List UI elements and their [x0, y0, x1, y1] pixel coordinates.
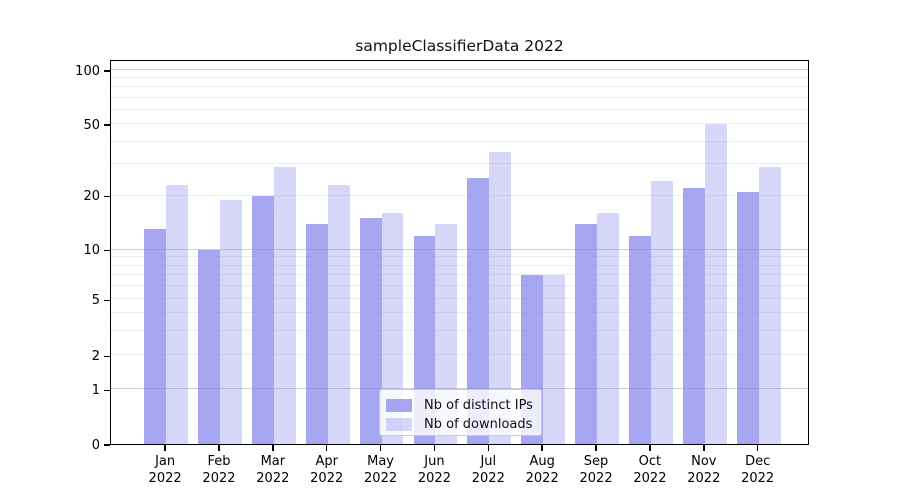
gridline-minor-30: [111, 163, 808, 164]
legend: Nb of distinct IPs Nb of downloads: [379, 389, 542, 436]
gridline-minor-90: [111, 77, 808, 79]
gridline-minor-9: [111, 256, 808, 258]
y-tick-mark-100: [104, 70, 110, 72]
bar-nov-distinct-ips: [682, 188, 705, 444]
bar-oct-downloads: [650, 181, 673, 444]
bar-mar-downloads: [273, 166, 296, 444]
bar-may-distinct-ips: [359, 218, 382, 444]
y-tick-label-10: 10: [83, 243, 100, 259]
x-tick-label-dec: Dec 2022: [741, 454, 775, 486]
gridline-minor-7: [111, 274, 808, 276]
gridline-minor-6: [111, 285, 808, 287]
legend-label-distinct-ips: Nb of distinct IPs: [424, 397, 533, 413]
legend-swatch-downloads: [386, 417, 412, 431]
gridline-minor-5: [111, 298, 808, 300]
x-tick-mark-jan: [164, 445, 166, 451]
legend-label-downloads: Nb of downloads: [424, 416, 533, 432]
bar-may-downloads: [381, 213, 404, 444]
bar-dec-downloads: [758, 166, 781, 444]
gridline-minor-50: [111, 123, 808, 125]
gridline-minor-80: [111, 86, 808, 88]
y-tick-label-1: 1: [91, 382, 100, 398]
bar-jan-distinct-ips: [144, 229, 167, 444]
y-tick-mark-2: [104, 355, 110, 358]
bar-jul-downloads: [489, 151, 512, 444]
x-tick-mark-oct: [649, 445, 651, 451]
bar-apr-distinct-ips: [305, 223, 328, 444]
gridline-minor-60: [111, 108, 808, 110]
legend-item-distinct-ips: Nb of distinct IPs: [386, 397, 541, 413]
bar-jun-downloads: [435, 223, 458, 444]
plot-area: Nb of distinct IPs Nb of downloads: [110, 60, 809, 445]
x-tick-label-may: May 2022: [364, 454, 398, 486]
x-tick-mark-mar: [272, 445, 274, 451]
x-tick-mark-dec: [756, 445, 759, 451]
y-tick-mark-50: [104, 124, 110, 126]
x-tick-label-aug: Aug 2022: [525, 454, 559, 486]
bar-mar-distinct-ips: [251, 195, 274, 444]
y-tick-label-0: 0: [91, 437, 100, 453]
gridline-minor-70: [111, 96, 808, 98]
bar-dec-distinct-ips: [736, 191, 759, 444]
gridline-minor-20: [111, 194, 808, 196]
x-tick-mark-jul: [487, 445, 490, 451]
bar-jul-distinct-ips: [467, 178, 490, 444]
y-tick-mark-1: [104, 389, 110, 392]
x-tick-mark-feb: [218, 445, 220, 451]
legend-swatch-distinct-ips: [386, 398, 412, 412]
x-tick-label-feb: Feb 2022: [202, 454, 236, 486]
x-tick-mark-may: [379, 445, 382, 451]
bar-sep-downloads: [597, 213, 619, 444]
y-tick-mark-5: [104, 299, 110, 302]
bar-oct-distinct-ips: [629, 235, 651, 444]
y-tick-mark-0: [104, 444, 110, 446]
gridline-major-10: [111, 248, 808, 250]
chart-title: sampleClassifierData 2022: [355, 37, 564, 55]
gridline-minor-3: [111, 329, 808, 331]
x-tick-mark-aug: [541, 445, 543, 451]
bar-feb-distinct-ips: [198, 249, 220, 444]
gridline-major-100: [111, 69, 808, 71]
x-tick-label-oct: Oct 2022: [633, 454, 667, 486]
y-tick-label-20: 20: [83, 189, 100, 205]
y-tick-label-50: 50: [83, 117, 100, 133]
gridline-major-1: [111, 388, 808, 390]
y-tick-label-100: 100: [75, 63, 100, 79]
y-tick-label-2: 2: [91, 348, 100, 364]
x-tick-label-mar: Mar 2022: [256, 454, 290, 486]
y-tick-mark-20: [104, 195, 110, 198]
x-tick-label-apr: Apr 2022: [310, 454, 344, 486]
bar-feb-downloads: [219, 199, 242, 444]
x-tick-label-jul: Jul 2022: [471, 454, 505, 486]
x-tick-mark-apr: [325, 445, 328, 451]
gridline-minor-40: [111, 140, 808, 142]
x-tick-mark-nov: [703, 445, 705, 451]
legend-item-downloads: Nb of downloads: [386, 416, 541, 432]
x-tick-label-jan: Jan 2022: [148, 454, 182, 486]
bar-apr-downloads: [327, 184, 350, 444]
gridline-minor-2: [111, 354, 808, 356]
x-tick-label-sep: Sep 2022: [579, 454, 613, 486]
bar-aug-downloads: [543, 275, 566, 444]
x-tick-label-jun: Jun 2022: [417, 454, 451, 486]
x-tick-mark-jun: [433, 445, 436, 451]
gridline-minor-4: [111, 311, 808, 313]
x-tick-mark-sep: [595, 445, 597, 451]
y-tick-mark-10: [104, 249, 110, 252]
x-tick-label-nov: Nov 2022: [687, 454, 721, 486]
y-tick-label-5: 5: [91, 292, 100, 308]
bar-nov-downloads: [704, 124, 727, 444]
bar-jan-downloads: [166, 184, 188, 444]
bar-sep-distinct-ips: [575, 223, 598, 444]
gridline-minor-8: [111, 264, 808, 266]
